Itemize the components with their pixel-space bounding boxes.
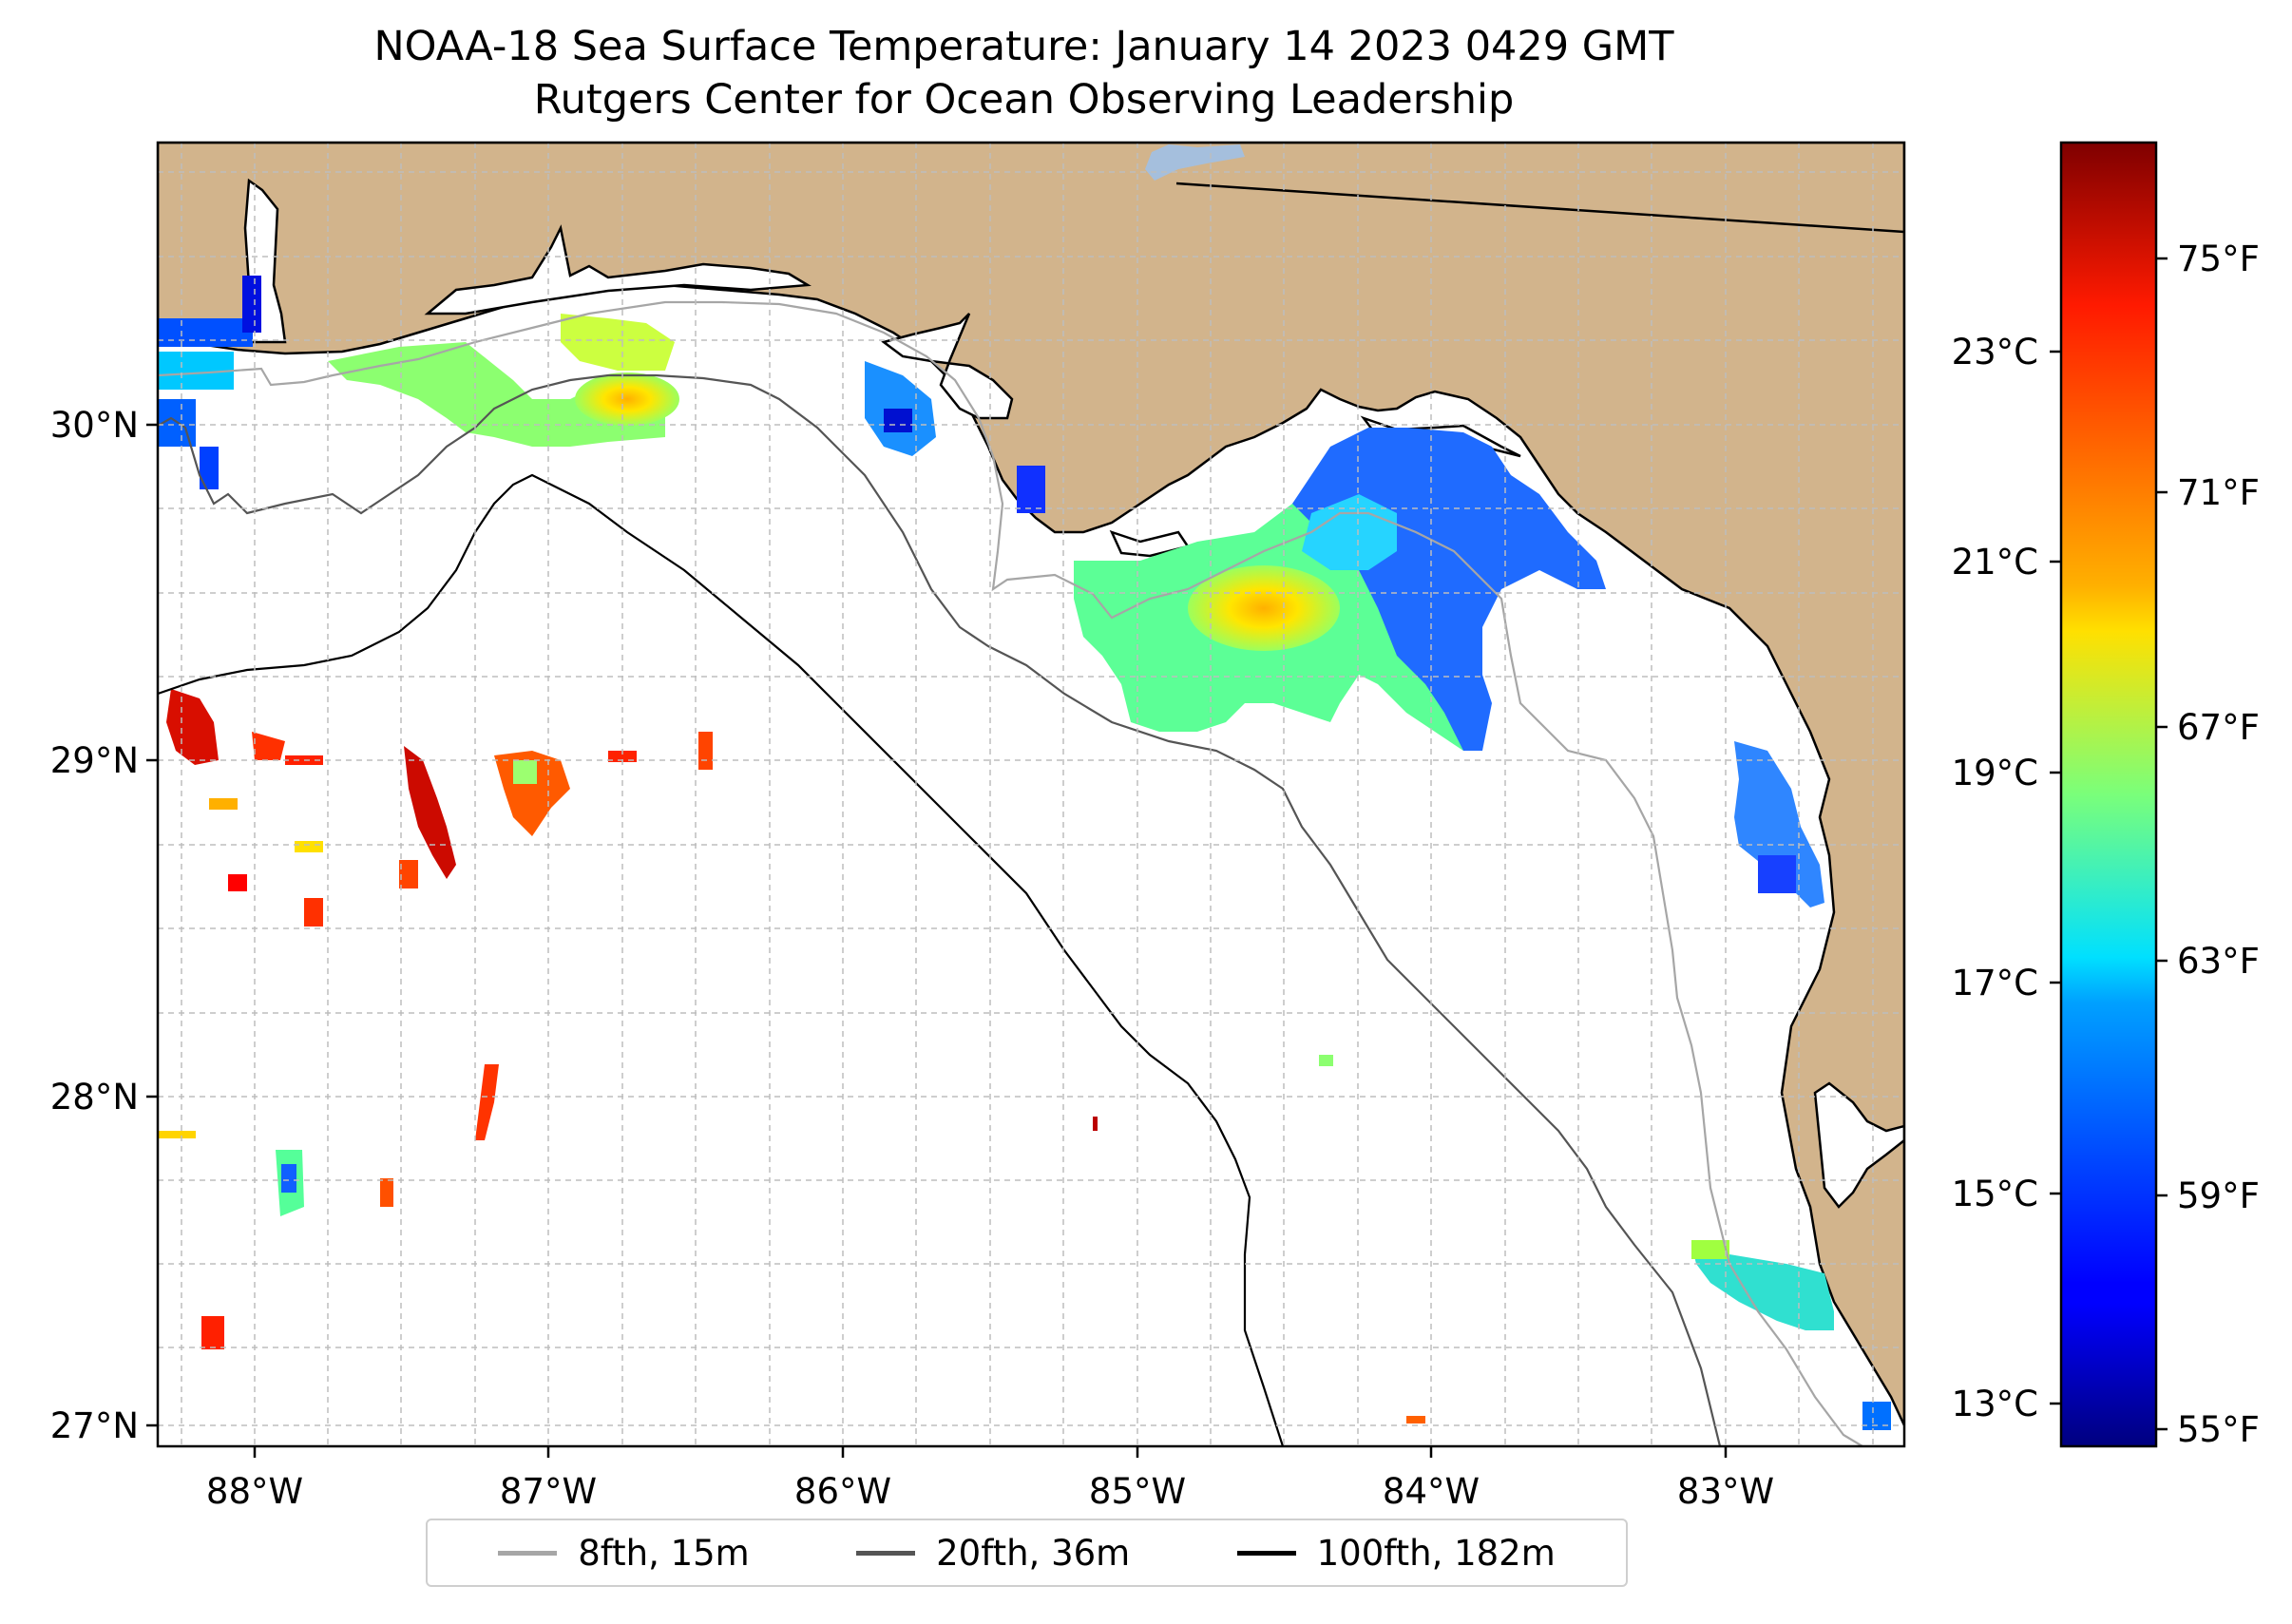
legend-label: 8fth, 15m (578, 1532, 750, 1574)
colorbar-fahrenheit-label: 63°F (2177, 941, 2260, 982)
colorbar-celsius-label: 21°C (1952, 542, 2038, 583)
bay-water (1813, 1081, 1904, 1209)
map-gridlines (158, 143, 1904, 1446)
map-frame (156, 141, 1906, 1448)
colorbar-ticks (2050, 257, 2168, 1431)
legend-label: 100fth, 182m (1316, 1532, 1556, 1574)
bay-water (424, 224, 812, 315)
map-subtitle: Rutgers Center for Ocean Observing Leade… (533, 76, 1515, 124)
legend-item-20fth: 20fth, 36m (856, 1533, 1130, 1574)
map-title: NOAA-18 Sea Surface Temperature: January… (373, 23, 1674, 70)
legend-line-icon (856, 1550, 916, 1556)
colorbar-fahrenheit-label: 59°F (2177, 1175, 2260, 1216)
lon-label: 86°W (794, 1471, 891, 1512)
axis-ticks (146, 423, 1728, 1458)
colorbar-celsius-label: 17°C (1952, 963, 2038, 1003)
lon-label: 85°W (1089, 1471, 1186, 1512)
colorbar-celsius-label: 13°C (1952, 1384, 2038, 1424)
legend-item-100fth: 100fth, 182m (1236, 1532, 1556, 1574)
legend-line-icon (498, 1550, 558, 1556)
contour-legend: 8fth, 15m 20fth, 36m 100fth, 182m (426, 1519, 1628, 1587)
legend-label: 20fth, 36m (936, 1532, 1131, 1574)
lon-label: 84°W (1383, 1471, 1480, 1512)
lat-label: 27°N (50, 1405, 139, 1446)
state-boundary (1175, 182, 1904, 234)
colorbar-fahrenheit-label: 67°F (2177, 707, 2260, 748)
lon-label: 88°W (206, 1471, 303, 1512)
colorbar-fahrenheit-label: 75°F (2177, 239, 2260, 279)
contour-8fth (158, 300, 1863, 1446)
colorbar-celsius-label: 19°C (1952, 753, 2038, 793)
legend-item-8fth: 8fth, 15m (498, 1533, 750, 1574)
lat-label: 30°N (50, 405, 139, 446)
colorbar-fahrenheit-label: 71°F (2177, 472, 2260, 513)
lat-label: 29°N (50, 740, 139, 781)
colorbar-celsius-label: 15°C (1952, 1174, 2038, 1214)
lake (1145, 144, 1245, 181)
colorbar-celsius-label: 23°C (1952, 332, 2038, 373)
lon-label: 83°W (1677, 1471, 1774, 1512)
lat-label: 28°N (50, 1077, 139, 1118)
colorbar-fahrenheit-label: 55°F (2177, 1409, 2260, 1450)
lon-label: 87°W (500, 1471, 597, 1512)
contour-100fth (158, 473, 1285, 1446)
colorbar (2059, 141, 2158, 1448)
legend-line-icon (1236, 1550, 1296, 1556)
contour-20fth (158, 373, 1722, 1446)
